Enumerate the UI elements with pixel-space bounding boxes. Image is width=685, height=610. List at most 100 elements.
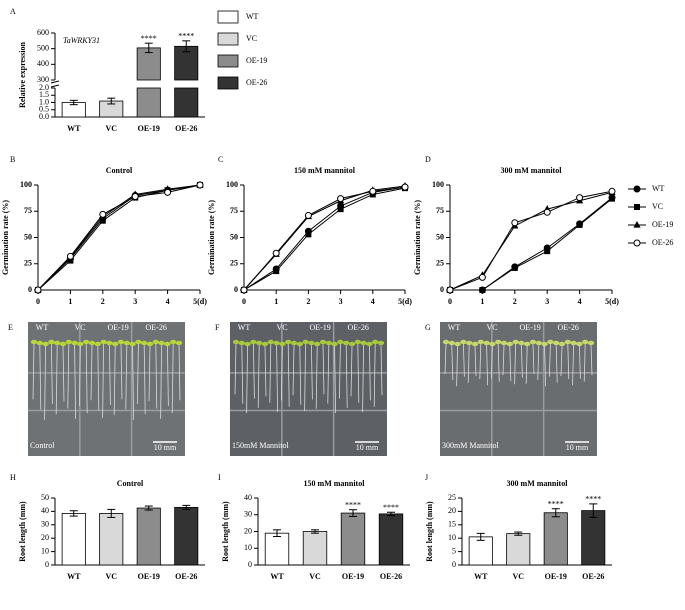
chart-title: 150 mM mannitol — [294, 166, 356, 175]
photo-label: OE-19 — [519, 323, 540, 332]
marker — [369, 187, 377, 195]
scale-bar-label: 10 mm — [154, 443, 177, 452]
marker — [99, 210, 107, 218]
y-tick-label: 25 — [230, 259, 238, 268]
bar — [543, 512, 568, 566]
leaf — [471, 341, 479, 347]
marker — [67, 257, 74, 264]
leaf — [170, 339, 177, 345]
leaf — [314, 341, 321, 347]
leaf — [232, 339, 240, 345]
y-tick-label: 75 — [436, 206, 444, 215]
series-line — [37, 184, 201, 291]
root — [327, 344, 330, 404]
root — [451, 344, 454, 381]
root — [55, 344, 58, 415]
root — [62, 345, 65, 402]
scale-bar-label: 10 mm — [566, 443, 589, 452]
marker — [304, 211, 312, 219]
series-line — [37, 184, 201, 291]
series-line — [450, 197, 613, 291]
legend-swatch — [217, 54, 239, 68]
chart-title: Control — [117, 479, 144, 488]
scale-bar-label: 10 mm — [356, 443, 379, 452]
y-tick-label: 50 — [24, 232, 32, 241]
significance: **** — [178, 32, 194, 41]
leaf — [290, 340, 298, 346]
x-tick-label: 5(d) — [605, 297, 619, 306]
root — [444, 343, 447, 375]
root — [234, 343, 237, 395]
x-tick-label: 5(d) — [193, 297, 207, 306]
photo — [28, 322, 185, 456]
panel-label: I — [218, 473, 221, 482]
marker — [337, 206, 344, 213]
y-tick-label: 75 — [230, 206, 238, 215]
bar — [378, 513, 404, 566]
marker — [576, 221, 583, 228]
leaf — [100, 339, 107, 345]
root — [292, 344, 295, 396]
y-tick-label: 10 — [448, 533, 456, 542]
root — [264, 345, 267, 397]
marker — [273, 268, 280, 275]
root — [544, 345, 546, 387]
y-tick-label: 100 — [20, 180, 32, 189]
root — [257, 344, 260, 408]
x-tick-label: 3 — [339, 297, 343, 306]
leaf — [377, 340, 385, 346]
legend-swatch — [217, 32, 239, 46]
y-axis-label: Germination rate (%) — [1, 200, 10, 275]
root — [287, 343, 290, 407]
root — [241, 344, 244, 404]
root — [315, 345, 318, 409]
significance: **** — [141, 34, 157, 43]
axis-break — [50, 84, 60, 88]
photo-label: WT — [448, 323, 461, 332]
x-tick-label: OE-26 — [175, 124, 197, 133]
root — [120, 343, 123, 400]
x-tick-label: 2 — [513, 297, 517, 306]
root — [148, 345, 151, 402]
marker — [401, 183, 409, 191]
y-tick-label: 100 — [226, 180, 238, 189]
leaf — [129, 341, 136, 347]
marker — [608, 187, 616, 195]
leaf — [106, 340, 113, 346]
bar — [136, 507, 161, 566]
leaf — [576, 341, 583, 347]
y-tick-label: 0 — [45, 560, 49, 569]
x-tick-label: 1 — [68, 297, 72, 306]
root — [102, 343, 104, 418]
leaf — [489, 341, 496, 347]
root — [590, 344, 593, 376]
leaf — [541, 341, 548, 347]
x-tick-label: OE-26 — [380, 572, 402, 581]
root — [567, 343, 570, 380]
leaf — [308, 340, 315, 346]
leaf — [285, 339, 292, 345]
bar — [136, 87, 161, 118]
photo-label: OE-26 — [558, 323, 579, 332]
photo-caption: 300mM Mannitol — [442, 441, 499, 450]
root — [583, 343, 586, 382]
x-tick-label: 4 — [166, 297, 170, 306]
marker — [99, 217, 106, 224]
root — [276, 344, 278, 413]
leaf — [535, 340, 542, 346]
panel-label: E — [8, 323, 13, 332]
leaf — [117, 339, 125, 345]
root — [167, 345, 169, 406]
leaf — [112, 341, 119, 347]
photo — [230, 322, 387, 456]
root — [85, 343, 88, 414]
leaf — [343, 340, 350, 346]
legend-swatch — [217, 10, 239, 24]
leaf — [71, 340, 78, 346]
leaf — [495, 339, 502, 345]
y-axis-label: Root length (mm) — [18, 501, 27, 562]
y-tick-label: 100 — [432, 180, 444, 189]
root — [380, 344, 383, 396]
bar — [506, 533, 531, 566]
x-tick-label: VC — [105, 124, 117, 133]
